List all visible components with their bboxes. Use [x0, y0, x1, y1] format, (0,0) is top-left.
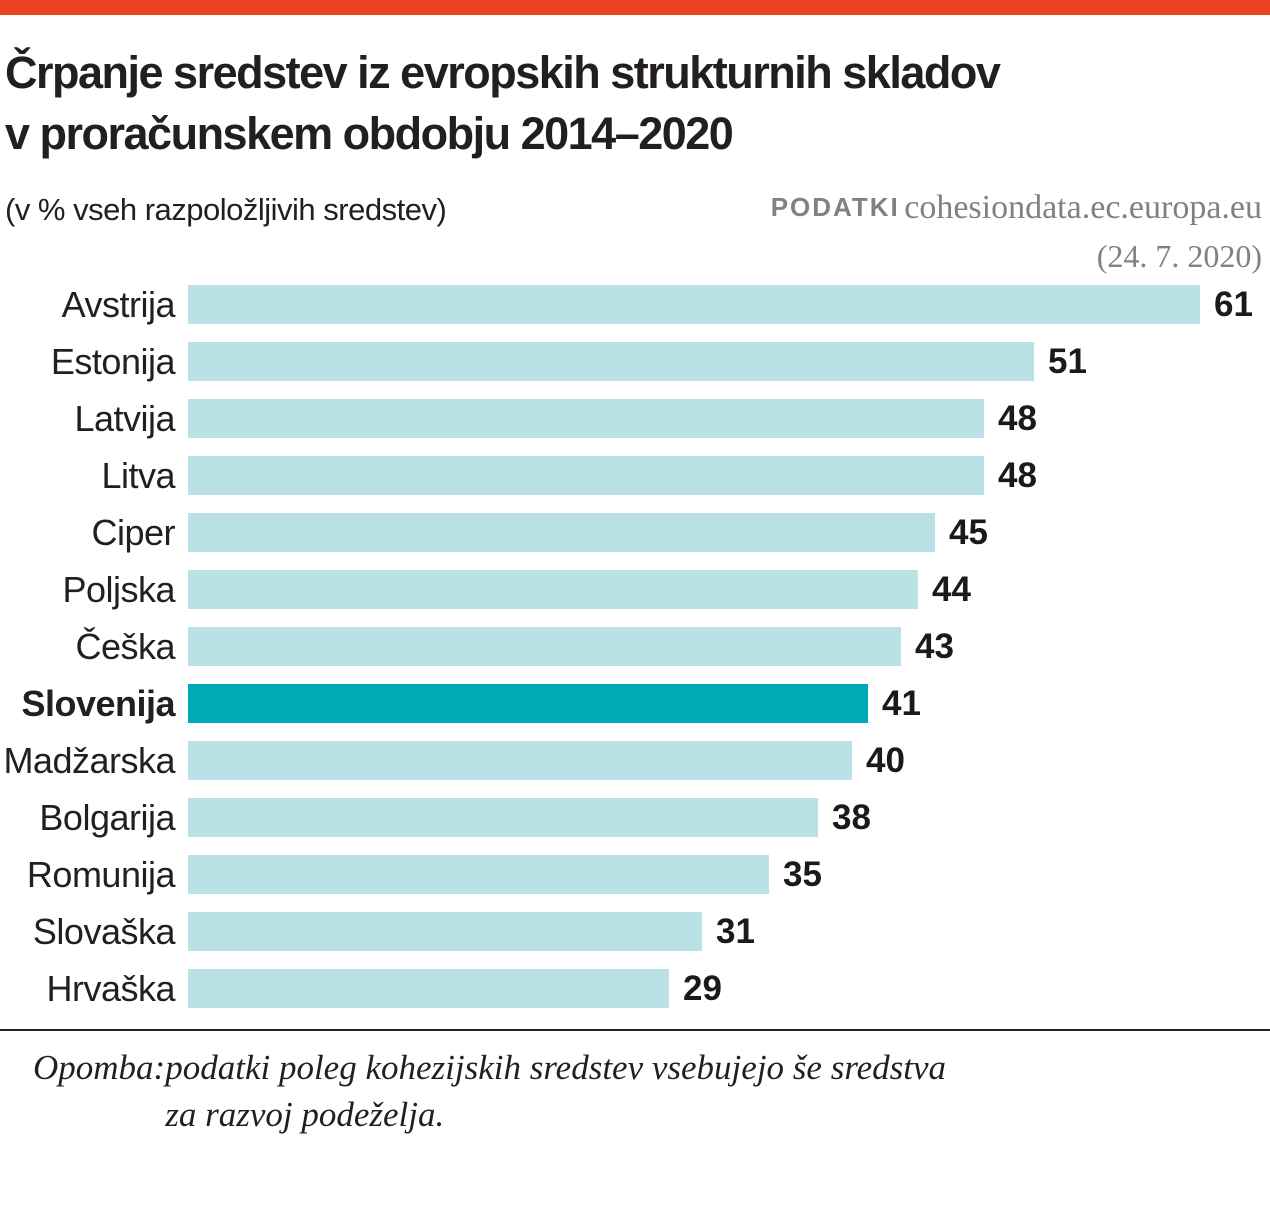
- bar: [188, 513, 935, 552]
- bar-label: Slovaška: [32, 910, 176, 952]
- bar-value: 35: [783, 854, 822, 894]
- bar-row: Latvija 48: [0, 390, 1270, 447]
- bar-row: Hrvaška 29: [0, 960, 1270, 1017]
- bar-value: 48: [998, 455, 1037, 495]
- bar-value: 48: [998, 398, 1037, 438]
- bar-row: Avstrija 61: [0, 276, 1270, 333]
- bar-row: Ciper 45: [0, 504, 1270, 561]
- bar-value: 43: [915, 626, 954, 666]
- chart-title: Črpanje sredstev iz evropskih strukturni…: [5, 42, 1001, 164]
- bar-value: 41: [882, 683, 921, 723]
- bar-row: Bolgarija 38: [0, 789, 1270, 846]
- top-accent-bar: [0, 0, 1270, 15]
- source-date: (24. 7. 2020): [1096, 238, 1262, 274]
- bar-row: Slovaška 31: [0, 903, 1270, 960]
- bar: [188, 627, 901, 666]
- bar-row: Madžarska 40: [0, 732, 1270, 789]
- bar-label: Latvija: [74, 397, 175, 439]
- source-line: PODATKI cohesiondata.ec.europa.eu: [771, 188, 1262, 233]
- bar-row: Estonija 51: [0, 333, 1270, 390]
- bar-label: Romunija: [26, 853, 176, 895]
- chart-title-line2: v proračunskem obdobju 2014–2020: [5, 108, 734, 159]
- bar: [188, 855, 769, 894]
- bar-label: Poljska: [62, 568, 175, 610]
- footnote: Opomba: podatki poleg kohezijskih sredst…: [33, 1044, 1230, 1138]
- bar: [188, 684, 868, 723]
- bar-value: 31: [716, 911, 755, 951]
- bar-value: 29: [683, 968, 722, 1008]
- bar-value: 51: [1048, 341, 1087, 381]
- bar-label: Madžarska: [3, 739, 175, 781]
- bar: [188, 912, 702, 951]
- bar-row: Poljska 44: [0, 561, 1270, 618]
- bar-value: 40: [866, 740, 905, 780]
- source-label: PODATKI: [770, 192, 900, 222]
- footer-divider: [0, 1029, 1270, 1031]
- bar-row: Romunija 35: [0, 846, 1270, 903]
- bar-label: Češka: [75, 625, 175, 667]
- bar-value: 44: [932, 569, 971, 609]
- footnote-line1: podatki poleg kohezijskih sredstev vsebu…: [165, 1048, 947, 1087]
- footnote-line2: za razvoj podeželja.: [165, 1095, 445, 1134]
- source-url: cohesiondata.ec.europa.eu: [904, 189, 1262, 226]
- footnote-text: podatki poleg kohezijskih sredstev vsebu…: [165, 1044, 1230, 1138]
- bar: [188, 741, 852, 780]
- source-block: PODATKI cohesiondata.ec.europa.eu (24. 7…: [771, 188, 1262, 275]
- bar-label: Estonija: [50, 340, 176, 382]
- bar-value: 45: [949, 512, 988, 552]
- bar: [188, 399, 984, 438]
- bar-label: Slovenija: [21, 682, 175, 724]
- bar-label: Hrvaška: [46, 967, 175, 1009]
- bar-row: Češka 43: [0, 618, 1270, 675]
- bar-value: 61: [1214, 284, 1253, 324]
- bar-label: Bolgarija: [39, 796, 175, 838]
- bar: [188, 342, 1034, 381]
- bar-label: Avstrija: [61, 283, 176, 325]
- footnote-label: Opomba:: [33, 1048, 166, 1087]
- bar: [188, 798, 818, 837]
- bar-chart: Avstrija 61 Estonija 51 Latvija 48 Litva…: [0, 276, 1270, 1017]
- bar-row: Litva 48: [0, 447, 1270, 504]
- bar-label: Litva: [101, 454, 175, 496]
- chart-title-line1: Črpanje sredstev iz evropskih strukturni…: [5, 47, 1001, 98]
- bar: [188, 969, 669, 1008]
- bar-row: Slovenija 41: [0, 675, 1270, 732]
- chart-subtitle: (v % vseh razpoložljivih sredstev): [5, 192, 447, 227]
- bar: [188, 456, 984, 495]
- bar: [188, 285, 1200, 324]
- bar-value: 38: [832, 797, 871, 837]
- bar-label: Ciper: [91, 511, 175, 553]
- bar: [188, 570, 918, 609]
